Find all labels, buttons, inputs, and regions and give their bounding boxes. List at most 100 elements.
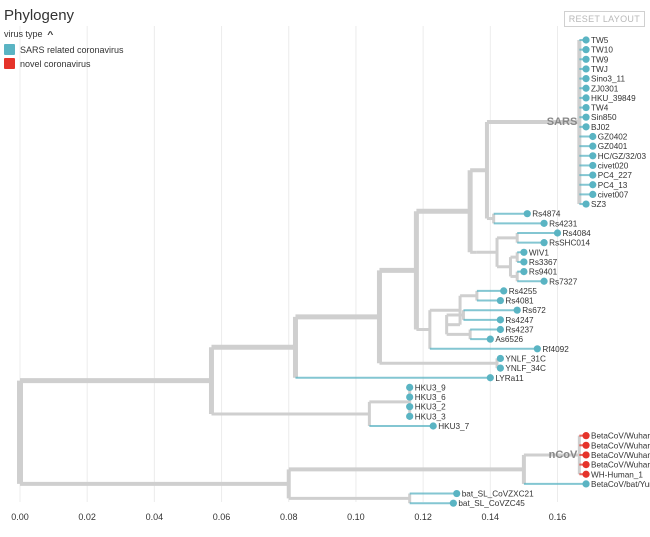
tip-node[interactable]	[589, 171, 597, 179]
tip-label: LYRa11	[495, 374, 524, 383]
tip-label: ZJ0301	[591, 84, 619, 93]
tip-node[interactable]	[486, 374, 494, 382]
x-tick-label: 0.10	[347, 512, 365, 522]
tip-label: RsSHC014	[549, 239, 590, 248]
legend-item-ncov[interactable]: novel coronavirus	[4, 58, 124, 69]
tip-node[interactable]	[582, 75, 590, 83]
tip-node[interactable]	[582, 113, 590, 121]
tip-label: Rs672	[522, 306, 546, 315]
tip-label: TW10	[591, 46, 613, 55]
tip-label: Sin850	[591, 113, 617, 122]
tip-label: TWJ	[591, 65, 608, 74]
tip-node[interactable]	[496, 325, 504, 334]
tip-label: GZ0402	[598, 133, 628, 142]
reset-layout-button[interactable]: RESET LAYOUT	[563, 11, 645, 27]
tip-node[interactable]	[520, 258, 528, 266]
tip-node[interactable]	[533, 345, 541, 353]
chevron-up-icon[interactable]: ^	[46, 29, 53, 39]
tip-node[interactable]	[582, 55, 590, 63]
legend: virus type ^ SARS related coronavirus no…	[4, 29, 124, 72]
x-tick-label: 0.14	[482, 512, 500, 522]
tip-node[interactable]	[589, 132, 597, 141]
tip-node[interactable]	[520, 268, 528, 276]
tip-node[interactable]	[496, 296, 504, 305]
tip-node[interactable]	[582, 451, 590, 459]
x-tick-label: 0.08	[280, 512, 298, 522]
tip-label: Rs4255	[509, 287, 538, 296]
tip-node[interactable]	[406, 383, 414, 391]
legend-label-ncov: novel coronavirus	[20, 58, 91, 69]
tip-label: PC4_227	[598, 171, 633, 180]
tip-label: BetaCoV/bat/Yunnan/	[591, 480, 650, 489]
tip-node[interactable]	[496, 364, 504, 372]
tip-label: SZ3	[591, 200, 606, 209]
tip-node[interactable]	[406, 393, 414, 401]
tip-node[interactable]	[520, 248, 528, 256]
clade-label-layer: SARS nCoV	[547, 116, 578, 461]
tip-node[interactable]	[540, 219, 548, 227]
tip-label: TW5	[591, 36, 609, 45]
tip-node[interactable]	[540, 239, 548, 247]
tip-node[interactable]	[523, 210, 531, 218]
tip-node[interactable]	[486, 335, 494, 343]
tip-node[interactable]	[582, 461, 590, 469]
x-tick-label: 0.16	[549, 512, 567, 522]
tip-node[interactable]	[496, 354, 504, 363]
tip-node[interactable]	[582, 94, 590, 102]
tip-label: Rs4247	[505, 316, 534, 325]
tip-node[interactable]	[429, 422, 437, 430]
tip-node[interactable]	[582, 84, 590, 92]
tip-node[interactable]	[582, 46, 590, 54]
tip-label: Rs4237	[505, 326, 534, 335]
tip-node[interactable]	[496, 316, 504, 324]
tip-node[interactable]	[582, 123, 590, 131]
tip-node[interactable]	[453, 489, 461, 498]
grid-layer	[19, 26, 558, 502]
tip-node[interactable]	[582, 432, 590, 440]
tip-node[interactable]	[582, 36, 590, 44]
tip-label: TW4	[591, 104, 609, 113]
tip-label: HKU3_7	[438, 422, 469, 431]
legend-swatch-sars	[4, 44, 15, 55]
tip-node[interactable]	[582, 65, 590, 73]
tip-label: BetaCoV/Wuhan/IVDC	[591, 451, 650, 460]
tip-label: Rs3367	[529, 258, 558, 267]
tip-node[interactable]	[589, 181, 597, 189]
tip-node[interactable]	[406, 403, 414, 411]
tip-node[interactable]	[589, 190, 597, 198]
tip-node[interactable]	[582, 470, 590, 478]
tip-node[interactable]	[582, 441, 590, 449]
tip-node[interactable]	[513, 306, 521, 314]
tip-node[interactable]	[553, 229, 562, 237]
legend-swatch-ncov	[4, 58, 15, 69]
tip-node[interactable]	[582, 103, 590, 112]
tip-label: civet020	[598, 161, 629, 170]
tip-node[interactable]	[582, 200, 590, 208]
tip-label: HKU3_2	[415, 403, 446, 412]
tip-label: YNLF_34C	[505, 364, 546, 373]
tip-label: As6526	[495, 335, 523, 344]
tip-node[interactable]	[500, 287, 508, 295]
tip-node[interactable]	[582, 480, 590, 488]
tip-node[interactable]	[589, 142, 597, 150]
tip-node[interactable]	[406, 412, 414, 420]
tip-node[interactable]	[589, 152, 597, 160]
tip-label: Rs4874	[532, 210, 561, 219]
tip-label: HKU_39849	[591, 94, 636, 103]
tip-node[interactable]	[589, 161, 597, 170]
tip-label: BetaCoV/Wuhan/IVDC	[591, 441, 650, 450]
x-axis: 0.00 0.02 0.04 0.06 0.08 0.10 0.12 0.14 0.16	[11, 512, 566, 522]
tip-label: civet007	[598, 190, 629, 199]
tip-node[interactable]	[449, 499, 457, 507]
page-title: Phylogeny	[4, 7, 75, 24]
tip-label: HKU3_9	[415, 383, 446, 392]
legend-header[interactable]: virus type ^	[4, 29, 124, 39]
x-tick-label: 0.12	[414, 512, 432, 522]
x-tick-label: 0.06	[213, 512, 231, 522]
tip-label: HC/GZ/32/03	[598, 152, 647, 161]
tip-label: HKU3_6	[415, 393, 446, 402]
legend-item-sars[interactable]: SARS related coronavirus	[4, 44, 124, 55]
tip-node[interactable]	[540, 277, 548, 285]
